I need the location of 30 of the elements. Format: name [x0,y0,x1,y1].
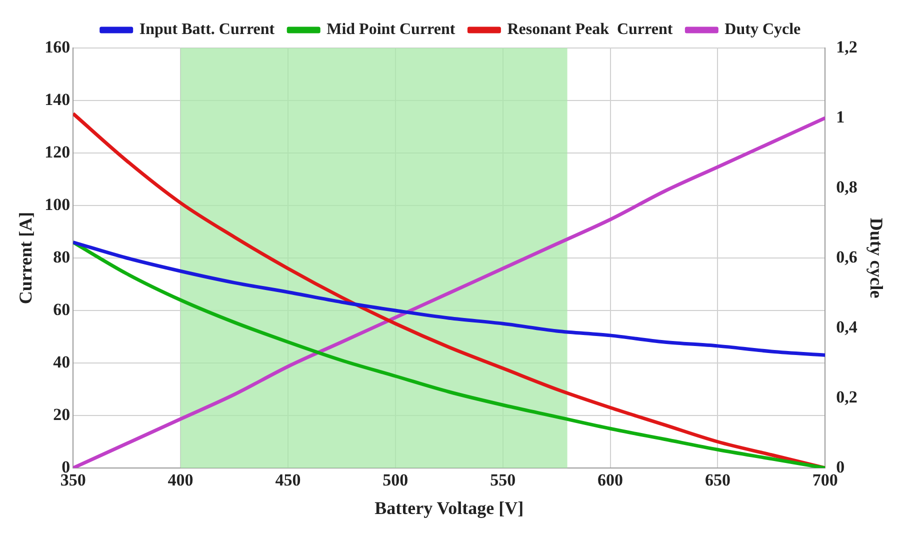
x-tick-label: 400 [168,470,194,490]
y-tick-label: 160 [44,37,70,56]
x-tick-label: 600 [598,470,624,490]
legend-label: Duty Cycle [724,21,801,38]
y-tick-label: 140 [44,90,70,109]
y-axis-title: Current [A] [15,212,36,304]
y-tick-label: 40 [53,352,70,372]
y2-tick-label: 1 [836,107,845,126]
line-series [73,240,826,357]
y2-tick-label: 0 [836,457,845,476]
y-tick-label: 100 [44,194,70,214]
legend-label: Resonant Peak Current [507,21,674,38]
y-tick-label: 20 [53,404,70,424]
x-tick-label: 550 [490,470,516,490]
y2-tick-label: 0,4 [836,317,858,336]
y-tick-label: 60 [53,300,70,319]
y2-tick-label: 0,6 [836,247,858,266]
x-tick-label: 700 [812,470,838,490]
x-tick-label: 500 [382,470,408,490]
legend-label: Input Batt. Current [139,21,276,38]
y2-tick-label: 0,8 [836,177,858,196]
y-tick-label: 80 [53,247,70,266]
legend-label: Mid Point Current [326,21,456,38]
x-tick-label: 450 [275,470,301,490]
y2-tick-label: 0,2 [836,387,858,406]
y2-axis-title: Duty cycle [866,218,887,298]
y-tick-label: 120 [44,142,70,162]
y2-tick-label: 1,2 [836,37,858,56]
x-axis-title: Battery Voltage [V] [374,498,524,518]
x-tick-label: 650 [704,470,730,490]
